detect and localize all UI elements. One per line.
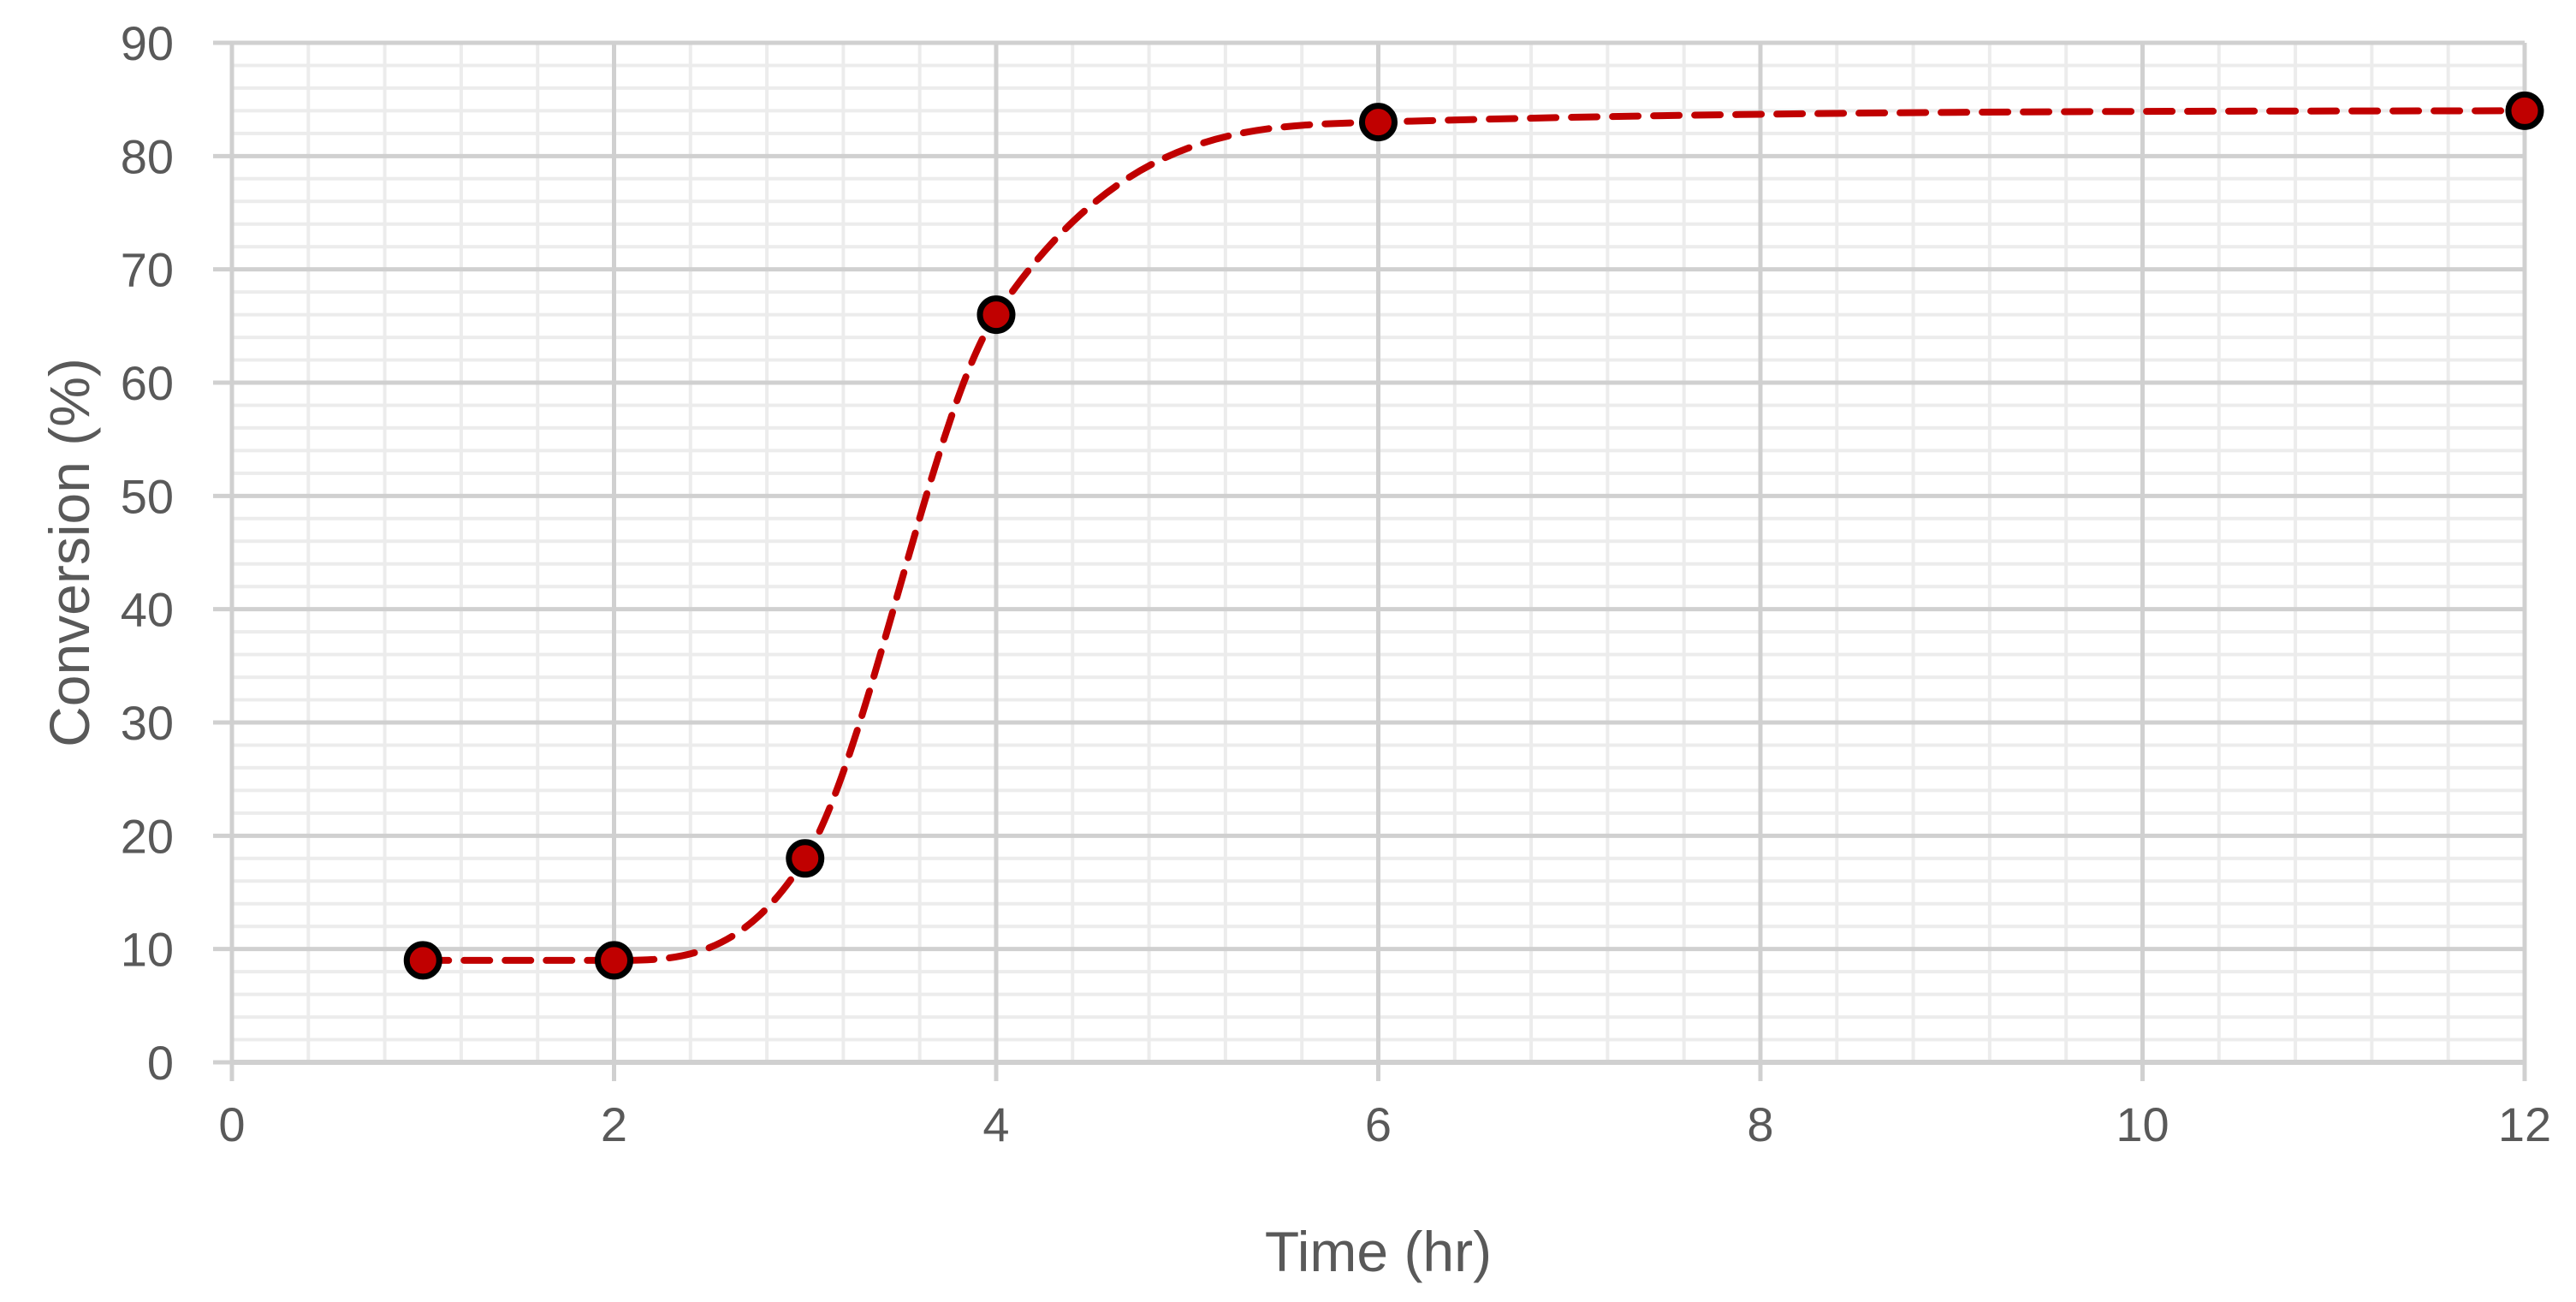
data-point [1359,103,1398,142]
y-axis-title: Conversion (%) [38,358,101,747]
x-axis-title: Time (hr) [1265,1220,1492,1283]
data-point [2505,91,2544,130]
x-tick-label: 4 [982,1097,1009,1151]
x-tick-label: 8 [1747,1097,1773,1151]
data-point [595,941,633,980]
data-point [403,941,442,980]
y-tick-label: 40 [121,583,174,637]
y-tick-label: 50 [121,469,174,523]
y-tick-label: 60 [121,356,174,410]
trendline [419,107,2528,964]
y-tick-label: 30 [121,696,174,750]
x-tick-label: 6 [1365,1097,1392,1151]
x-tick-label: 10 [2116,1097,2169,1151]
y-tick-label: 20 [121,809,174,863]
y-tick-label: 80 [121,129,174,183]
y-tick-label: 70 [121,243,174,297]
x-tick-labels: 0 2 4 6 8 10 12 [218,1097,2551,1151]
y-tick-labels: 0 10 20 30 40 50 60 70 80 90 [121,16,174,1090]
y-tick-label: 10 [121,923,174,977]
y-tick-label: 0 [147,1036,174,1090]
data-point [786,839,825,878]
major-gridlines [213,40,2527,1081]
data-points [403,91,2544,980]
y-tick-label: 90 [121,16,174,70]
x-tick-label: 2 [601,1097,627,1151]
x-tick-label: 0 [218,1097,245,1151]
x-tick-label: 12 [2498,1097,2551,1151]
data-point [976,295,1016,335]
